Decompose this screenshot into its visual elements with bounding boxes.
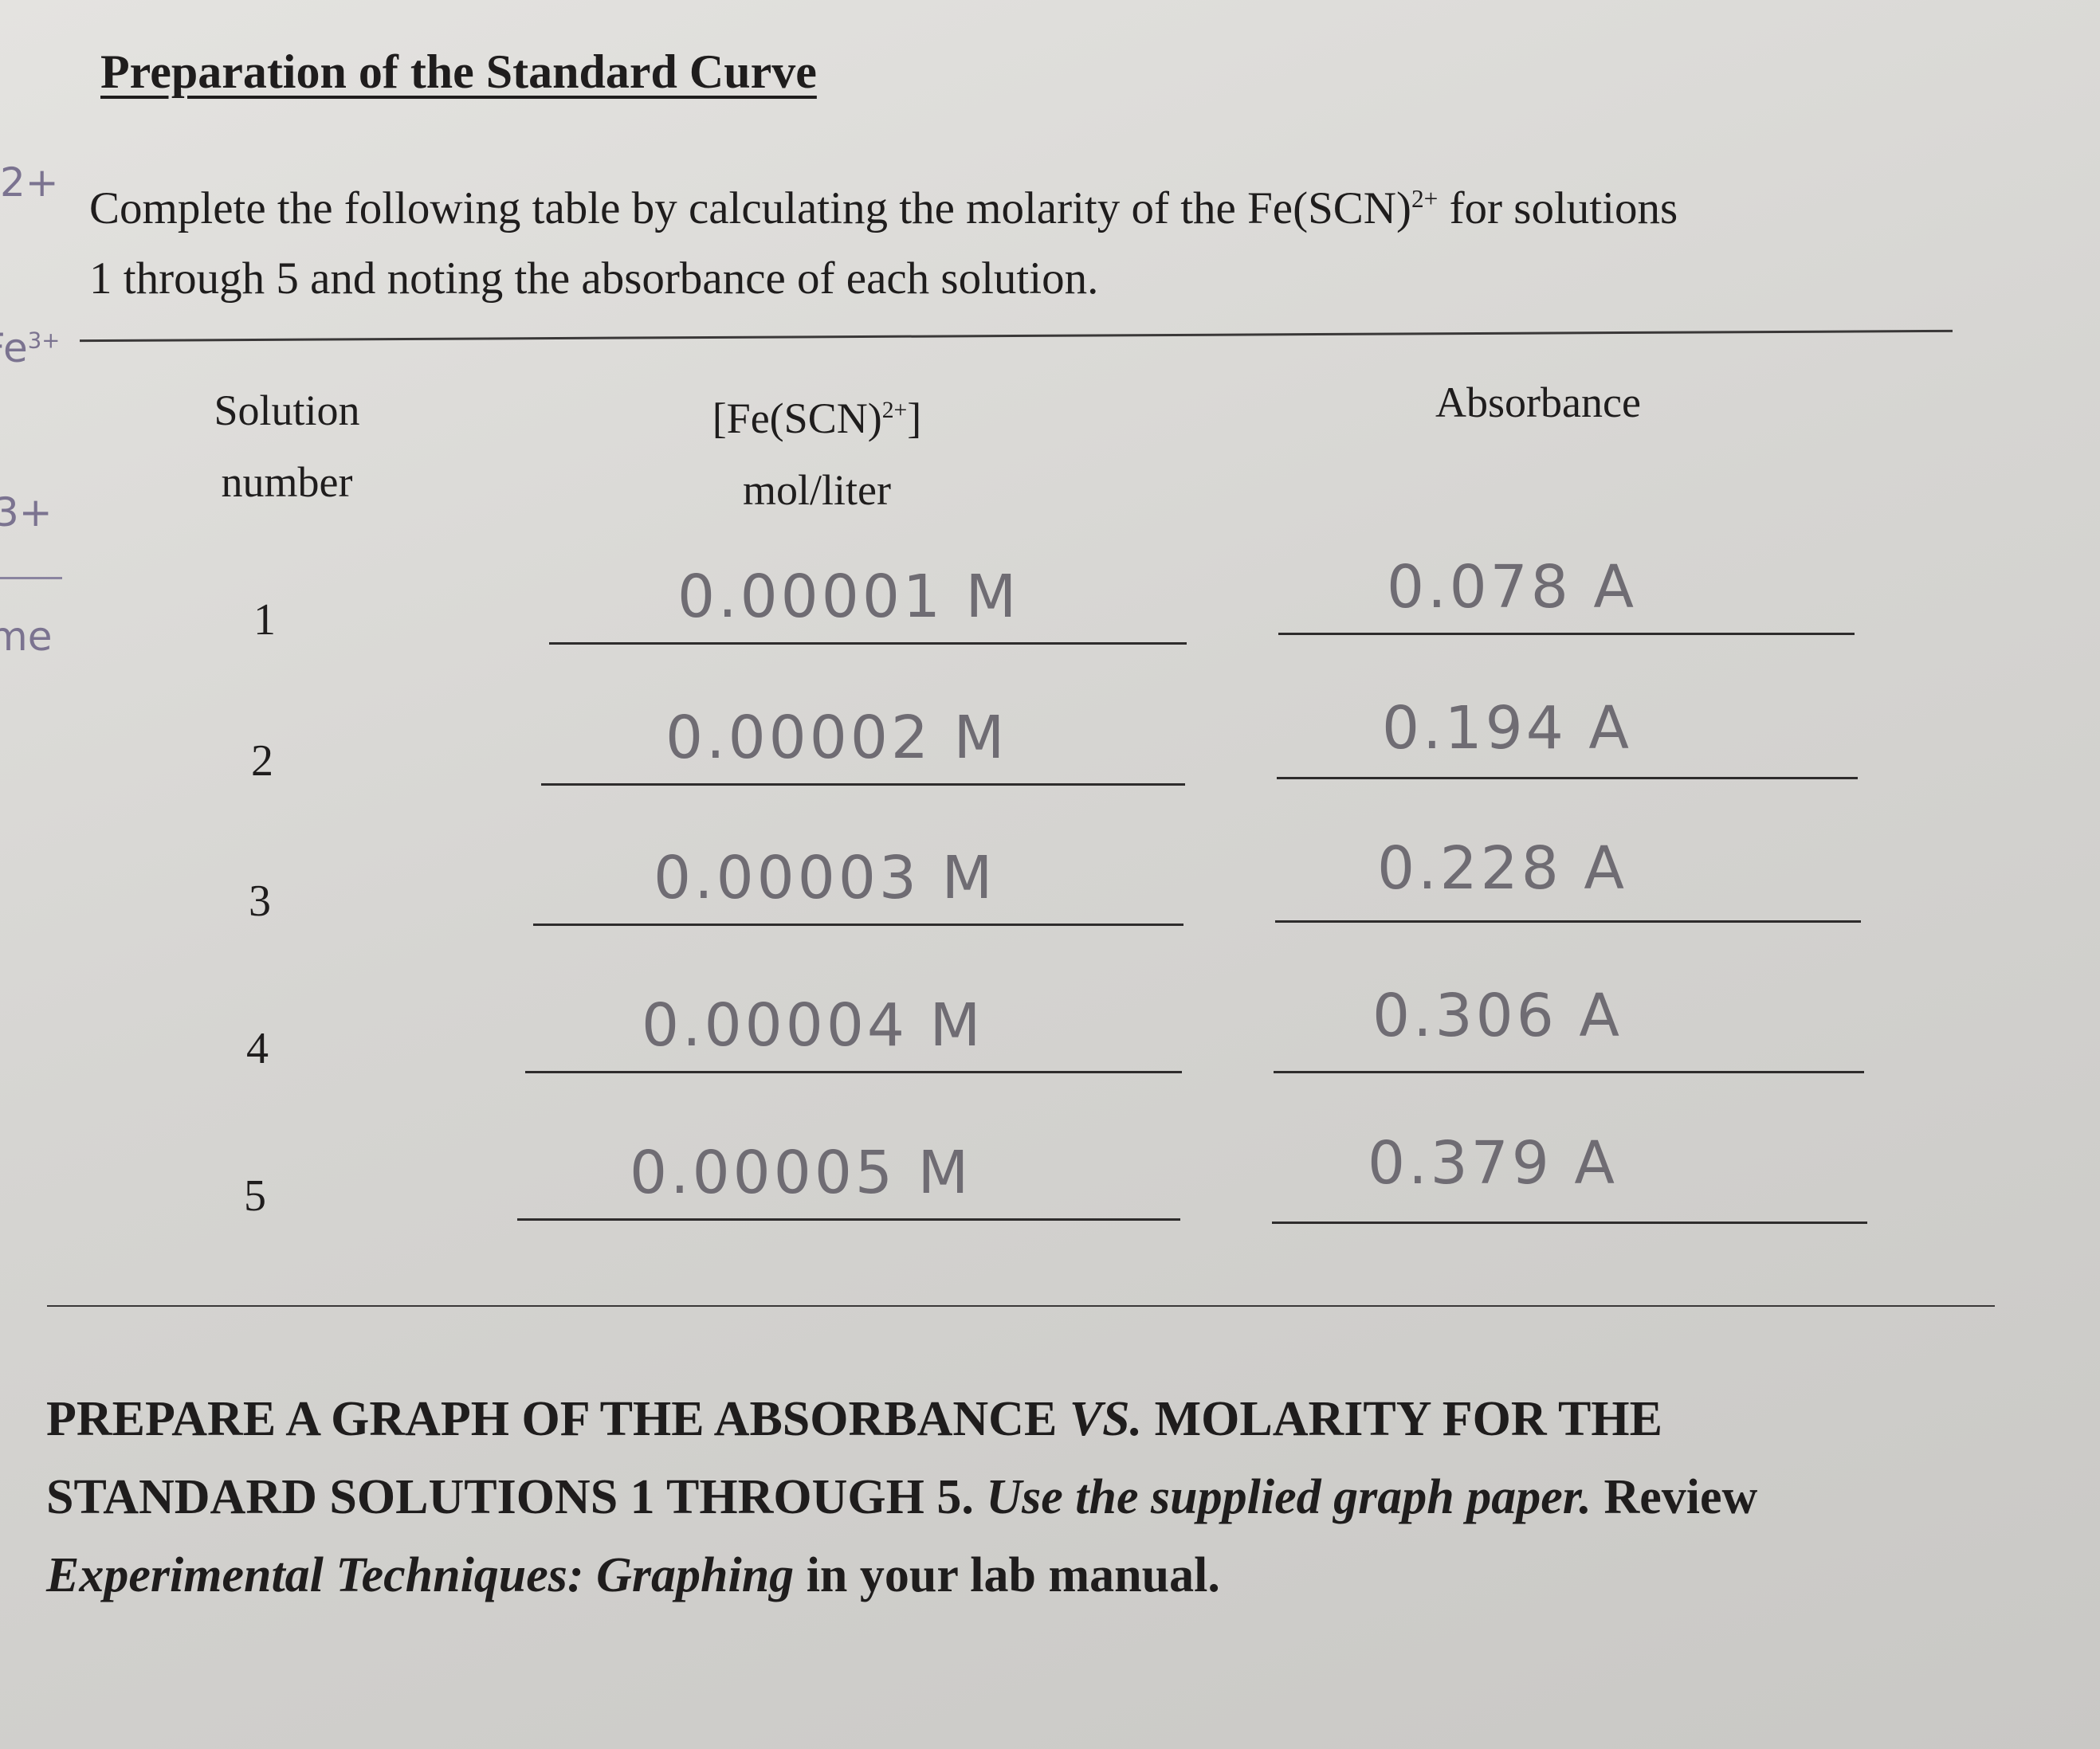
paragraph-text: STANDARD SOLUTIONS 1 THROUGH 5. [46, 1470, 987, 1524]
answer-line [1272, 1222, 1867, 1224]
paragraph-text: PREPARE A GRAPH OF THE ABSORBANCE [46, 1392, 1070, 1446]
margin-note: 2+ [0, 159, 59, 206]
header-text: Absorbance [1435, 378, 1641, 426]
margin-note: Fe3+ [0, 325, 60, 371]
header-text: ] [907, 394, 922, 442]
molarity-value: 0.00003 M [654, 844, 996, 912]
header-text: Solution [214, 386, 360, 434]
column-header: Solution number [143, 375, 430, 518]
answer-line [549, 642, 1187, 645]
absorbance-value: 0.379 A [1368, 1129, 1618, 1198]
paragraph-italic: Experimental Techniques: Graphing [46, 1548, 795, 1602]
instruction-text: Complete the following table by calculat… [89, 183, 1411, 233]
bottom-rule [47, 1305, 1995, 1307]
solution-number: 5 [244, 1171, 266, 1221]
solution-number: 1 [253, 595, 276, 645]
instruction: Complete the following table by calculat… [89, 164, 1678, 314]
paragraph: PREPARE A GRAPH OF THE ABSORBANCE VS. MO… [46, 1380, 1757, 1614]
margin-note-text: Fe [0, 325, 28, 371]
absorbance-value: 0.078 A [1387, 553, 1637, 622]
margin-rule [0, 577, 62, 579]
margin-note-sup: 3+ [27, 327, 61, 354]
instruction-text: for solutions [1438, 183, 1678, 233]
instruction-sup: 2+ [1411, 185, 1439, 213]
header-text: number [221, 458, 353, 506]
absorbance-value: 0.306 A [1372, 982, 1623, 1050]
answer-line [1278, 633, 1855, 635]
paragraph-text: MOLARITY FOR THE [1142, 1392, 1662, 1446]
solution-number: 2 [251, 736, 273, 786]
answer-line [541, 783, 1185, 786]
molarity-value: 0.00004 M [642, 991, 984, 1060]
margin-note-text: me [0, 614, 53, 660]
heading: Preparation of the Standard Curve [100, 45, 817, 98]
molarity-value: 0.00005 M [630, 1139, 972, 1207]
column-header: [Fe(SCN)2+] mol/liter [661, 375, 972, 526]
header-text: [Fe(SCN) [712, 394, 882, 442]
solution-number: 3 [249, 876, 271, 926]
absorbance-value: 0.228 A [1377, 834, 1627, 903]
answer-line [1274, 1071, 1864, 1073]
header-sup: 2+ [881, 398, 908, 423]
paragraph-italic: Use the supplied graph paper. [986, 1470, 1592, 1524]
paragraph-text: Review [1591, 1470, 1758, 1524]
top-rule [80, 329, 1953, 343]
header-text: mol/liter [743, 466, 891, 514]
margin-note: 3+ [0, 489, 53, 535]
margin-note-text: 2+ [0, 159, 59, 206]
answer-line [525, 1071, 1182, 1073]
absorbance-value: 0.194 A [1382, 694, 1632, 763]
molarity-value: 0.00001 M [677, 563, 1020, 631]
column-header: Absorbance [1387, 367, 1690, 438]
margin-note: me [0, 614, 52, 660]
margin-note-text: 3+ [0, 489, 53, 535]
molarity-value: 0.00002 M [665, 704, 1008, 772]
paragraph-italic: VS. [1069, 1392, 1143, 1446]
paragraph-text: in your lab manual. [794, 1548, 1220, 1602]
answer-line [1275, 920, 1861, 923]
answer-line [533, 924, 1183, 926]
answer-line [517, 1218, 1180, 1221]
instruction-text: 1 through 5 and noting the absorbance of… [89, 253, 1099, 304]
solution-number: 4 [246, 1024, 269, 1073]
answer-line [1277, 777, 1858, 779]
